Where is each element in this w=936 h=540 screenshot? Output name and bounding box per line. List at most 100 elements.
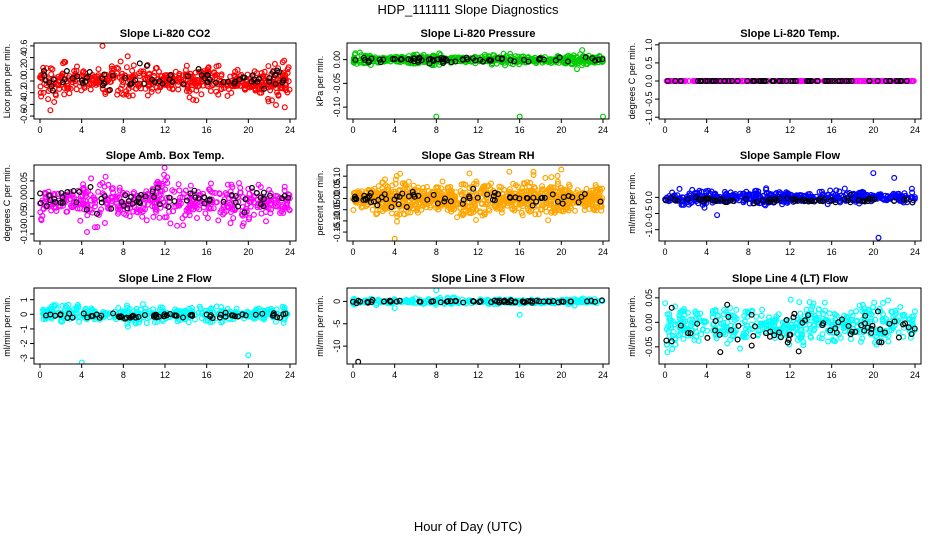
data-point [48, 305, 55, 312]
data-point [384, 183, 391, 190]
data-point [200, 82, 207, 89]
data-point [52, 302, 59, 309]
data-point [206, 205, 213, 212]
data-point [819, 191, 826, 198]
data-point [69, 314, 76, 321]
data-point [418, 188, 425, 195]
x-tick-label: 4 [79, 247, 84, 257]
data-point [393, 298, 400, 305]
data-point [119, 308, 126, 315]
data-point [70, 306, 77, 313]
data-point [166, 194, 173, 201]
data-point [281, 183, 288, 190]
data-point [542, 174, 549, 181]
data-point [388, 204, 395, 211]
data-point [94, 224, 101, 231]
data-point [470, 298, 477, 305]
data-point [578, 193, 585, 200]
data-point [666, 332, 673, 339]
data-point [825, 77, 832, 84]
panel-y-axis-label: percent per min. [315, 170, 325, 235]
data-point [452, 58, 459, 65]
y-tick-label: -2 [19, 340, 29, 348]
data-point [725, 77, 732, 84]
data-point [398, 55, 405, 62]
x-tick-label: 4 [704, 247, 709, 257]
data-point [118, 90, 125, 97]
data-point [386, 297, 393, 304]
data-point [264, 198, 271, 205]
data-point [790, 77, 797, 84]
data-point [397, 170, 404, 177]
data-point [189, 86, 196, 93]
data-point [362, 203, 369, 210]
data-point [274, 314, 281, 321]
data-point [423, 204, 430, 211]
data-point [176, 187, 183, 194]
data-point [491, 189, 498, 196]
data-point [379, 179, 386, 186]
data-point [252, 86, 259, 93]
data-point [241, 74, 248, 81]
data-point [63, 304, 70, 311]
data-point [734, 77, 741, 84]
data-points [350, 288, 606, 364]
data-point [402, 194, 409, 201]
data-point [161, 313, 168, 320]
data-point [360, 54, 367, 61]
data-point [850, 190, 857, 197]
data-point [124, 53, 131, 60]
data-point [52, 312, 59, 319]
data-point [107, 194, 114, 201]
data-point [165, 203, 172, 210]
data-point [281, 187, 288, 194]
data-point [104, 205, 111, 212]
data-point [182, 67, 189, 74]
data-point [411, 55, 418, 62]
data-point [38, 217, 45, 224]
data-point [239, 311, 246, 318]
data-point [183, 87, 190, 94]
x-tick-label: 12 [785, 125, 795, 135]
data-point [554, 178, 561, 185]
data-point [102, 173, 109, 180]
data-point [895, 329, 902, 336]
data-point [466, 210, 473, 217]
data-point [151, 200, 158, 207]
data-point [409, 188, 416, 195]
data-point [803, 306, 810, 313]
data-point [549, 57, 556, 64]
data-point [727, 304, 734, 311]
data-point [142, 193, 149, 200]
data-point-outlier [600, 113, 606, 119]
data-point [142, 309, 149, 316]
data-point [116, 184, 123, 191]
data-points [39, 301, 291, 364]
data-point [63, 67, 70, 74]
data-point [473, 217, 480, 224]
data-point [595, 56, 602, 63]
data-point [122, 192, 129, 199]
x-tick-label: 24 [598, 247, 608, 257]
x-tick-label: 16 [515, 370, 525, 380]
data-point [730, 332, 737, 339]
data-points [350, 166, 606, 241]
data-point [413, 201, 420, 208]
data-point [192, 81, 199, 88]
data-point [562, 200, 569, 207]
data-point [801, 197, 808, 204]
data-point [149, 188, 156, 195]
data-point [554, 198, 561, 205]
data-point [250, 211, 257, 218]
data-point-outlier [391, 235, 398, 241]
x-tick-label: 12 [160, 125, 170, 135]
data-point [280, 77, 287, 84]
y-tick-label: 1.0 [644, 39, 654, 52]
data-point [220, 198, 227, 205]
data-point [460, 211, 467, 218]
data-point [857, 338, 864, 345]
data-point [481, 211, 488, 218]
data-point [218, 207, 225, 214]
data-point [415, 187, 422, 194]
data-point [166, 76, 173, 83]
